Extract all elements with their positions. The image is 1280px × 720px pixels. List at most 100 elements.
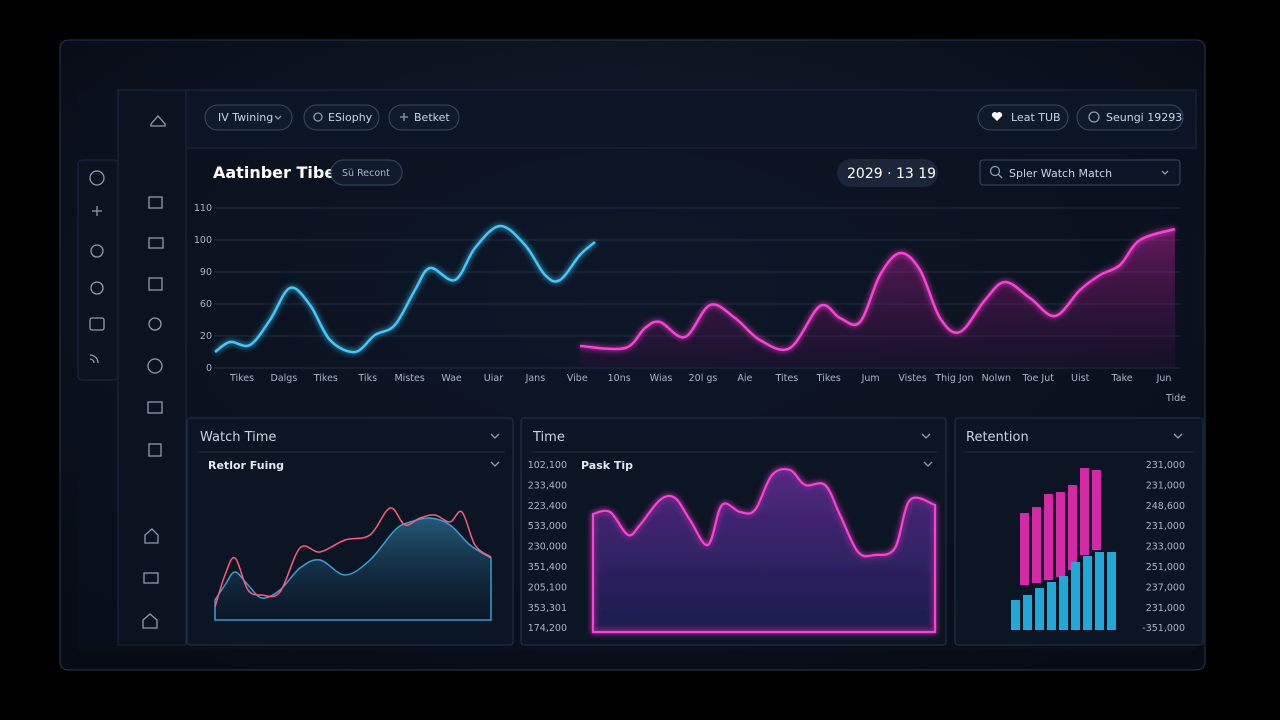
icon[interactable] <box>147 358 163 374</box>
dropdown[interactable] <box>204 104 293 131</box>
x-tick-label: Aie <box>737 373 752 384</box>
icon[interactable] <box>89 317 105 331</box>
x-tick-label: Tikes <box>313 373 338 384</box>
axis-label: 233,000 <box>1146 542 1185 553</box>
axis-label: 351,400 <box>528 562 567 573</box>
axis-labels: 231,000 231,000 248,600 231,000 233,000 251,0… <box>1142 460 1185 634</box>
bar <box>1092 470 1101 550</box>
bar <box>1080 468 1089 555</box>
axis-label: 251,000 <box>1146 562 1185 573</box>
bar <box>1056 492 1065 577</box>
axis-label: 205,100 <box>528 582 567 593</box>
chevron[interactable] <box>921 433 931 439</box>
blue-line <box>214 224 596 354</box>
y-tick-label: 110 <box>194 203 212 214</box>
date-chip[interactable] <box>837 159 938 187</box>
button-label: ESiophy <box>328 111 373 124</box>
bar <box>1044 494 1053 580</box>
axis-label: 223,400 <box>528 501 567 512</box>
icon[interactable] <box>150 115 166 127</box>
chevron[interactable] <box>490 461 500 467</box>
x-tick-label: Toe Jut <box>1022 373 1055 384</box>
badge-label: Sü Recont <box>342 168 390 179</box>
bar <box>1059 576 1068 630</box>
button-label: Leat TUB <box>1011 111 1061 124</box>
icon[interactable] <box>147 401 163 414</box>
bar <box>1020 513 1029 585</box>
x-tick-label: Tiks <box>357 373 377 384</box>
icon[interactable] <box>144 528 159 544</box>
button-label: Seungi 19293 <box>1106 111 1182 124</box>
axis-label: 174,200 <box>528 623 567 634</box>
icon[interactable] <box>89 170 105 186</box>
bar <box>1083 556 1092 630</box>
search-icon <box>989 165 1001 177</box>
bar <box>1095 552 1104 630</box>
y-tick-label: 90 <box>200 267 212 278</box>
x-tick-label: Dalgs <box>271 373 298 384</box>
icon[interactable] <box>148 317 162 331</box>
axis-label: 231,000 <box>1146 603 1185 614</box>
bar <box>1068 485 1077 570</box>
badge[interactable] <box>330 159 403 186</box>
x-tick-label: Mistes <box>394 373 424 384</box>
icon <box>313 112 323 122</box>
chevron <box>274 115 282 120</box>
search-icon <box>997 173 1003 179</box>
y-tick-label: 20 <box>200 331 212 342</box>
icon[interactable] <box>143 572 159 584</box>
icon[interactable] <box>148 237 164 249</box>
sidebar-icons <box>142 115 166 629</box>
axis-label: 231,000 <box>1146 521 1185 532</box>
date: 2029 · 13 19 <box>847 166 936 182</box>
red-line <box>214 507 492 608</box>
icon[interactable] <box>89 354 99 364</box>
axis-label: 233,400 <box>528 480 567 491</box>
icon[interactable] <box>148 277 163 291</box>
button[interactable] <box>303 104 380 131</box>
chevron[interactable] <box>1173 433 1183 439</box>
x-tick-label: Vibe <box>567 373 588 384</box>
button[interactable] <box>977 104 1069 131</box>
panel-subtitle: Pask Tip <box>581 459 633 472</box>
icon <box>400 113 408 121</box>
axis-label: 237,000 <box>1146 582 1185 593</box>
chevron[interactable] <box>923 461 933 467</box>
icon[interactable] <box>90 281 104 295</box>
bar <box>1023 595 1032 630</box>
panel-title: Time <box>532 430 565 445</box>
y-tick-label: 60 <box>200 299 212 310</box>
x-tick-label: Jum <box>861 373 880 384</box>
chevron[interactable] <box>490 433 500 439</box>
x-tick-label: Tikes <box>229 373 254 384</box>
icon[interactable] <box>142 613 158 629</box>
icon[interactable] <box>148 443 162 457</box>
y-tick-label: 0 <box>206 363 212 374</box>
rail-icons <box>89 170 105 364</box>
chart-title: Aatinber Tibe <box>213 163 335 182</box>
x-tick-label: Uist <box>1071 373 1090 384</box>
icon[interactable] <box>90 244 104 258</box>
icon[interactable] <box>148 196 163 209</box>
x-tick-label: Jans <box>525 373 546 384</box>
search-box[interactable] <box>979 159 1181 186</box>
sidebar <box>117 89 187 646</box>
bar <box>1071 562 1080 630</box>
axis-label: 102,100 <box>528 460 567 471</box>
panel-title: Watch Time <box>200 430 276 445</box>
icon[interactable] <box>92 206 102 216</box>
x-tick-label: 20l gs <box>689 373 718 384</box>
heart-icon <box>991 112 1003 121</box>
icon <box>1088 111 1100 123</box>
axis-label: 353,301 <box>528 603 567 614</box>
bar <box>1107 552 1116 630</box>
x-tick-label: Uiar <box>484 373 503 384</box>
main-chart: 110 100 90 60 20 0 Tikes Dalgs Tikes Tiks Mistes Wa… <box>194 203 1180 384</box>
panel <box>954 417 1204 646</box>
bar <box>1032 507 1041 583</box>
button[interactable] <box>1076 104 1184 131</box>
button[interactable] <box>388 104 460 131</box>
search-text: Spler Watch Match <box>1009 167 1112 180</box>
